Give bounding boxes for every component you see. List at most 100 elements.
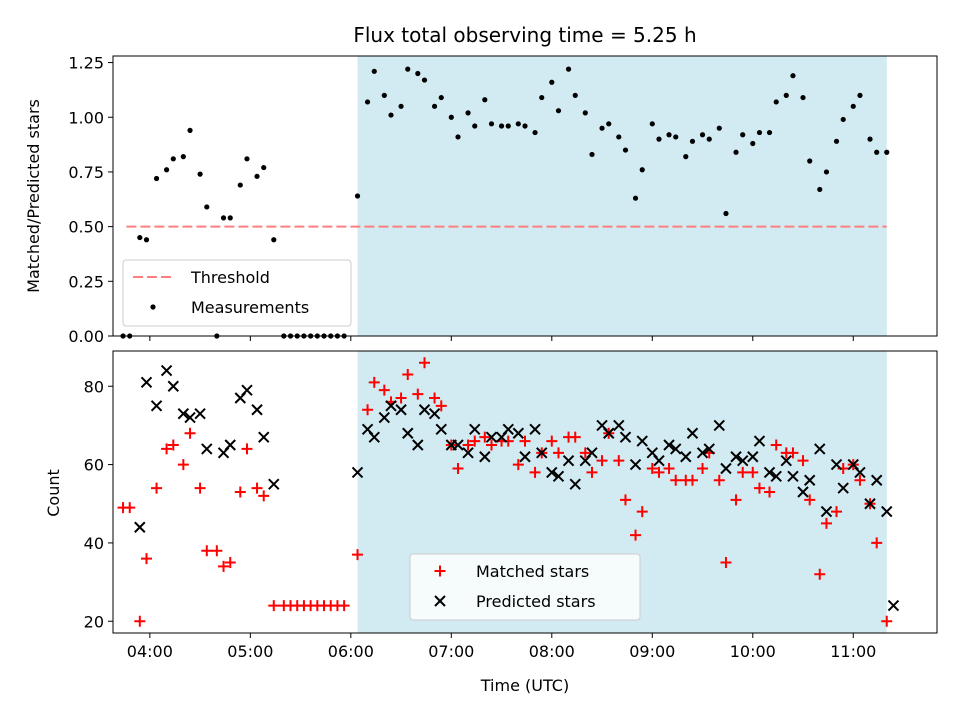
predicted-star-point <box>201 443 213 455</box>
measurement-point <box>639 167 645 173</box>
matched-star-point <box>402 369 414 380</box>
measurement-point <box>472 123 478 129</box>
measurement-point <box>549 79 555 85</box>
predicted-star-point <box>870 474 883 486</box>
predicted-star-point <box>713 419 725 432</box>
predicted-star-point <box>241 384 253 396</box>
measurement-point <box>599 125 605 131</box>
predicted-star-point <box>546 466 558 479</box>
predicted-star-point <box>140 376 153 389</box>
measurement-point <box>505 123 511 129</box>
matched-star-point <box>804 494 816 506</box>
measurement-point <box>683 154 689 160</box>
predicted-star-point <box>780 454 792 467</box>
measurement-point <box>666 132 672 138</box>
predicted-star-point <box>529 423 541 436</box>
y-tick-label: 0.25 <box>68 272 104 291</box>
matched-star-point <box>124 502 136 514</box>
predicted-star-point <box>368 431 380 443</box>
predicted-star-point <box>150 400 163 412</box>
measurement-point <box>867 136 873 142</box>
predicted-star-point <box>703 443 715 455</box>
measurement-point <box>180 154 186 160</box>
measurement-point <box>582 110 588 116</box>
measurement-point <box>143 237 150 243</box>
predicted-star-point <box>268 478 280 490</box>
predicted-star-point <box>730 451 742 463</box>
predicted-star-point <box>619 431 632 443</box>
measurement-point <box>649 121 655 127</box>
matched-star-point <box>412 388 424 400</box>
predicted-star-point <box>586 447 598 459</box>
matched-star-point <box>630 529 642 541</box>
measurement-point <box>589 151 595 158</box>
matched-star-point <box>218 560 230 572</box>
measurement-point <box>388 112 394 118</box>
legend-measurement-swatch <box>150 304 156 310</box>
matched-star-point <box>586 466 598 478</box>
predicted-star-point <box>686 427 699 439</box>
predicted-star-point <box>395 404 407 416</box>
legend-label: Threshold <box>190 268 270 287</box>
matched-star-point <box>362 404 374 416</box>
matched-star-point <box>686 474 698 486</box>
predicted-star-point <box>184 411 196 424</box>
measurement-point <box>689 138 696 144</box>
predicted-star-point <box>797 486 809 498</box>
matched-star-point <box>211 545 223 557</box>
measurement-point <box>488 121 495 127</box>
x-tick-label: 07:00 <box>428 642 474 661</box>
measurement-point <box>857 92 863 98</box>
y-tick-label: 0.75 <box>68 163 104 182</box>
measurement-point <box>656 136 662 142</box>
predicted-star-point <box>814 443 826 455</box>
measurement-point <box>455 134 461 140</box>
measurement-point <box>244 156 250 162</box>
predicted-star-point <box>469 423 481 436</box>
predicted-star-point <box>603 427 615 439</box>
matched-star-point <box>871 537 883 549</box>
plot-frame <box>112 55 938 337</box>
measurement-point <box>405 66 411 72</box>
measurement-point <box>716 125 722 131</box>
x-tick-label: 04:00 <box>127 642 173 661</box>
matched-star-point <box>787 447 799 459</box>
matched-star-point <box>177 459 189 471</box>
measurement-point <box>371 68 377 74</box>
predicted-star-point <box>629 458 642 471</box>
matched-star-point <box>140 553 152 565</box>
matched-star-point <box>479 431 491 443</box>
matched-star-point <box>251 482 263 494</box>
matched-star-point <box>512 459 524 471</box>
matched-star-point <box>713 474 725 486</box>
predicted-star-point <box>830 458 843 471</box>
measurement-point <box>622 147 629 153</box>
x-axis-label: Time (UTC) <box>480 676 569 695</box>
measurement-point <box>354 193 361 199</box>
x-tick-label: 08:00 <box>529 642 575 661</box>
matched-star-point <box>234 486 246 498</box>
matched-star-point <box>151 482 163 494</box>
measurement-point <box>632 195 639 201</box>
measurement-point <box>237 182 243 188</box>
predicted-star-point <box>854 466 866 479</box>
matched-star-point <box>241 443 253 455</box>
measurement-point <box>415 70 421 77</box>
measurement-point <box>572 92 578 98</box>
matched-star-point <box>636 506 648 518</box>
predicted-star-point <box>160 364 173 377</box>
matched-star-point <box>596 455 608 467</box>
measurement-point <box>874 149 880 155</box>
predicted-star-point <box>562 454 575 467</box>
measurement-point <box>254 173 260 179</box>
predicted-star-point <box>134 521 146 533</box>
matched-star-point <box>378 384 390 396</box>
matched-star-point <box>552 447 564 459</box>
predicted-star-point <box>258 431 270 443</box>
matched-star-point <box>161 443 173 455</box>
matched-star-point <box>764 486 776 498</box>
matched-star-point <box>462 439 474 451</box>
legend-box <box>409 553 641 621</box>
observing-window-shade <box>357 56 887 336</box>
